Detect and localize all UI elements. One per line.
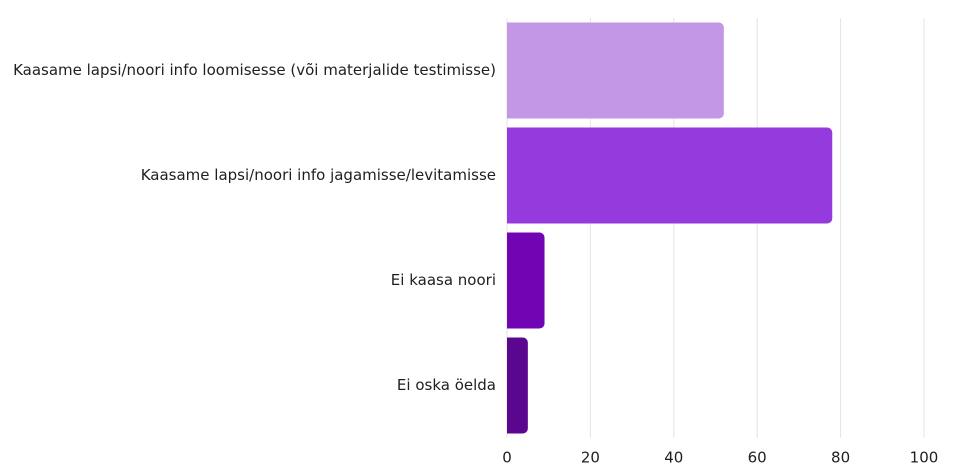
bars [507,22,833,434]
x-axis-ticks: 0 20 40 60 80 100 [502,449,938,467]
x-tick-label-60: 60 [748,449,767,467]
bar-3-base [507,232,513,329]
bar-3 [507,232,545,329]
bar-2 [507,127,833,224]
x-tick-label-0: 0 [502,449,512,467]
category-labels: Kaasame lapsi/noori info loomisesse (või… [13,61,496,394]
x-tick-label-100: 100 [910,449,939,467]
bar-1 [507,22,724,119]
x-tick-label-80: 80 [831,449,850,467]
bar-4-base [507,337,513,434]
category-label-2: Kaasame lapsi/noori info jagamisse/levit… [141,166,496,184]
category-label-4: Ei oska öelda [397,376,496,394]
x-tick-label-40: 40 [664,449,683,467]
x-tick-label-20: 20 [581,449,600,467]
category-label-3: Ei kaasa noori [391,271,496,289]
category-label-1: Kaasame lapsi/noori info loomisesse (või… [13,61,496,79]
bar-2-base [507,127,513,224]
bar-1-base [507,22,513,119]
